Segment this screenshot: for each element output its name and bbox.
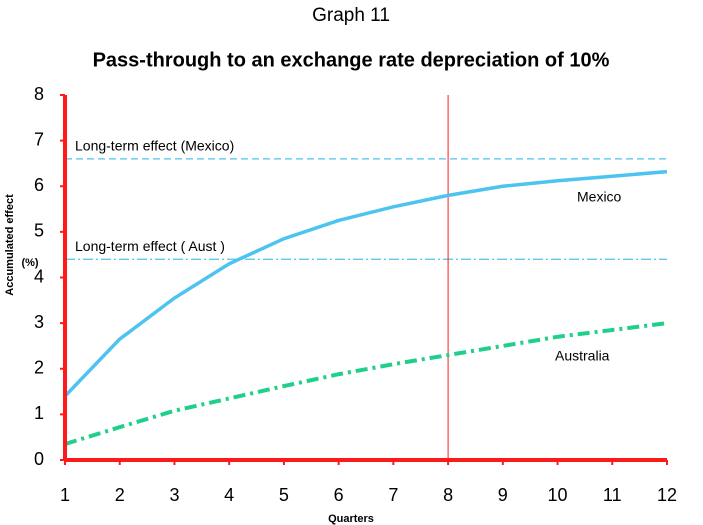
x-tick-label: 9 (498, 485, 508, 505)
x-tick-label: 8 (443, 485, 453, 505)
y-tick-label: 2 (34, 358, 44, 378)
x-tick-label: 12 (657, 485, 677, 505)
x-tick-label: 7 (388, 485, 398, 505)
chart-subtitle: Pass-through to an exchange rate depreci… (93, 49, 610, 71)
series-label: Mexico (577, 189, 622, 205)
y-tick-label: 4 (34, 266, 44, 286)
y-tick-label: 0 (34, 449, 44, 469)
x-tick-label: 2 (115, 485, 125, 505)
data-line (64, 321, 668, 446)
data-line (63, 169, 668, 398)
x-tick-label: 10 (548, 485, 568, 505)
y-tick-label: 1 (34, 403, 44, 423)
y-axis-unit: (%) (21, 257, 38, 269)
y-tick-label: 3 (34, 312, 44, 332)
x-axis-label: Quarters (328, 513, 374, 525)
chart-title: Graph 11 (312, 5, 390, 26)
series-label: Australia (555, 348, 610, 364)
x-tick-label: 11 (603, 485, 622, 505)
x-tick-label: 4 (224, 485, 234, 505)
x-tick-label: 1 (60, 485, 70, 505)
y-tick-label: 6 (34, 175, 44, 195)
y-tick-label: 7 (34, 129, 44, 149)
reference-label: Long-term effect (Mexico) (75, 138, 234, 154)
y-tick-label: 8 (34, 84, 44, 104)
y-tick-label: 5 (34, 221, 44, 241)
x-tick-label: 5 (279, 485, 289, 505)
x-tick-label: 3 (169, 485, 179, 505)
reference-label: Long-term effect ( Aust ) (75, 238, 225, 254)
x-tick-label: 6 (334, 485, 344, 505)
y-axis-label: Accumulated effect (4, 194, 16, 296)
